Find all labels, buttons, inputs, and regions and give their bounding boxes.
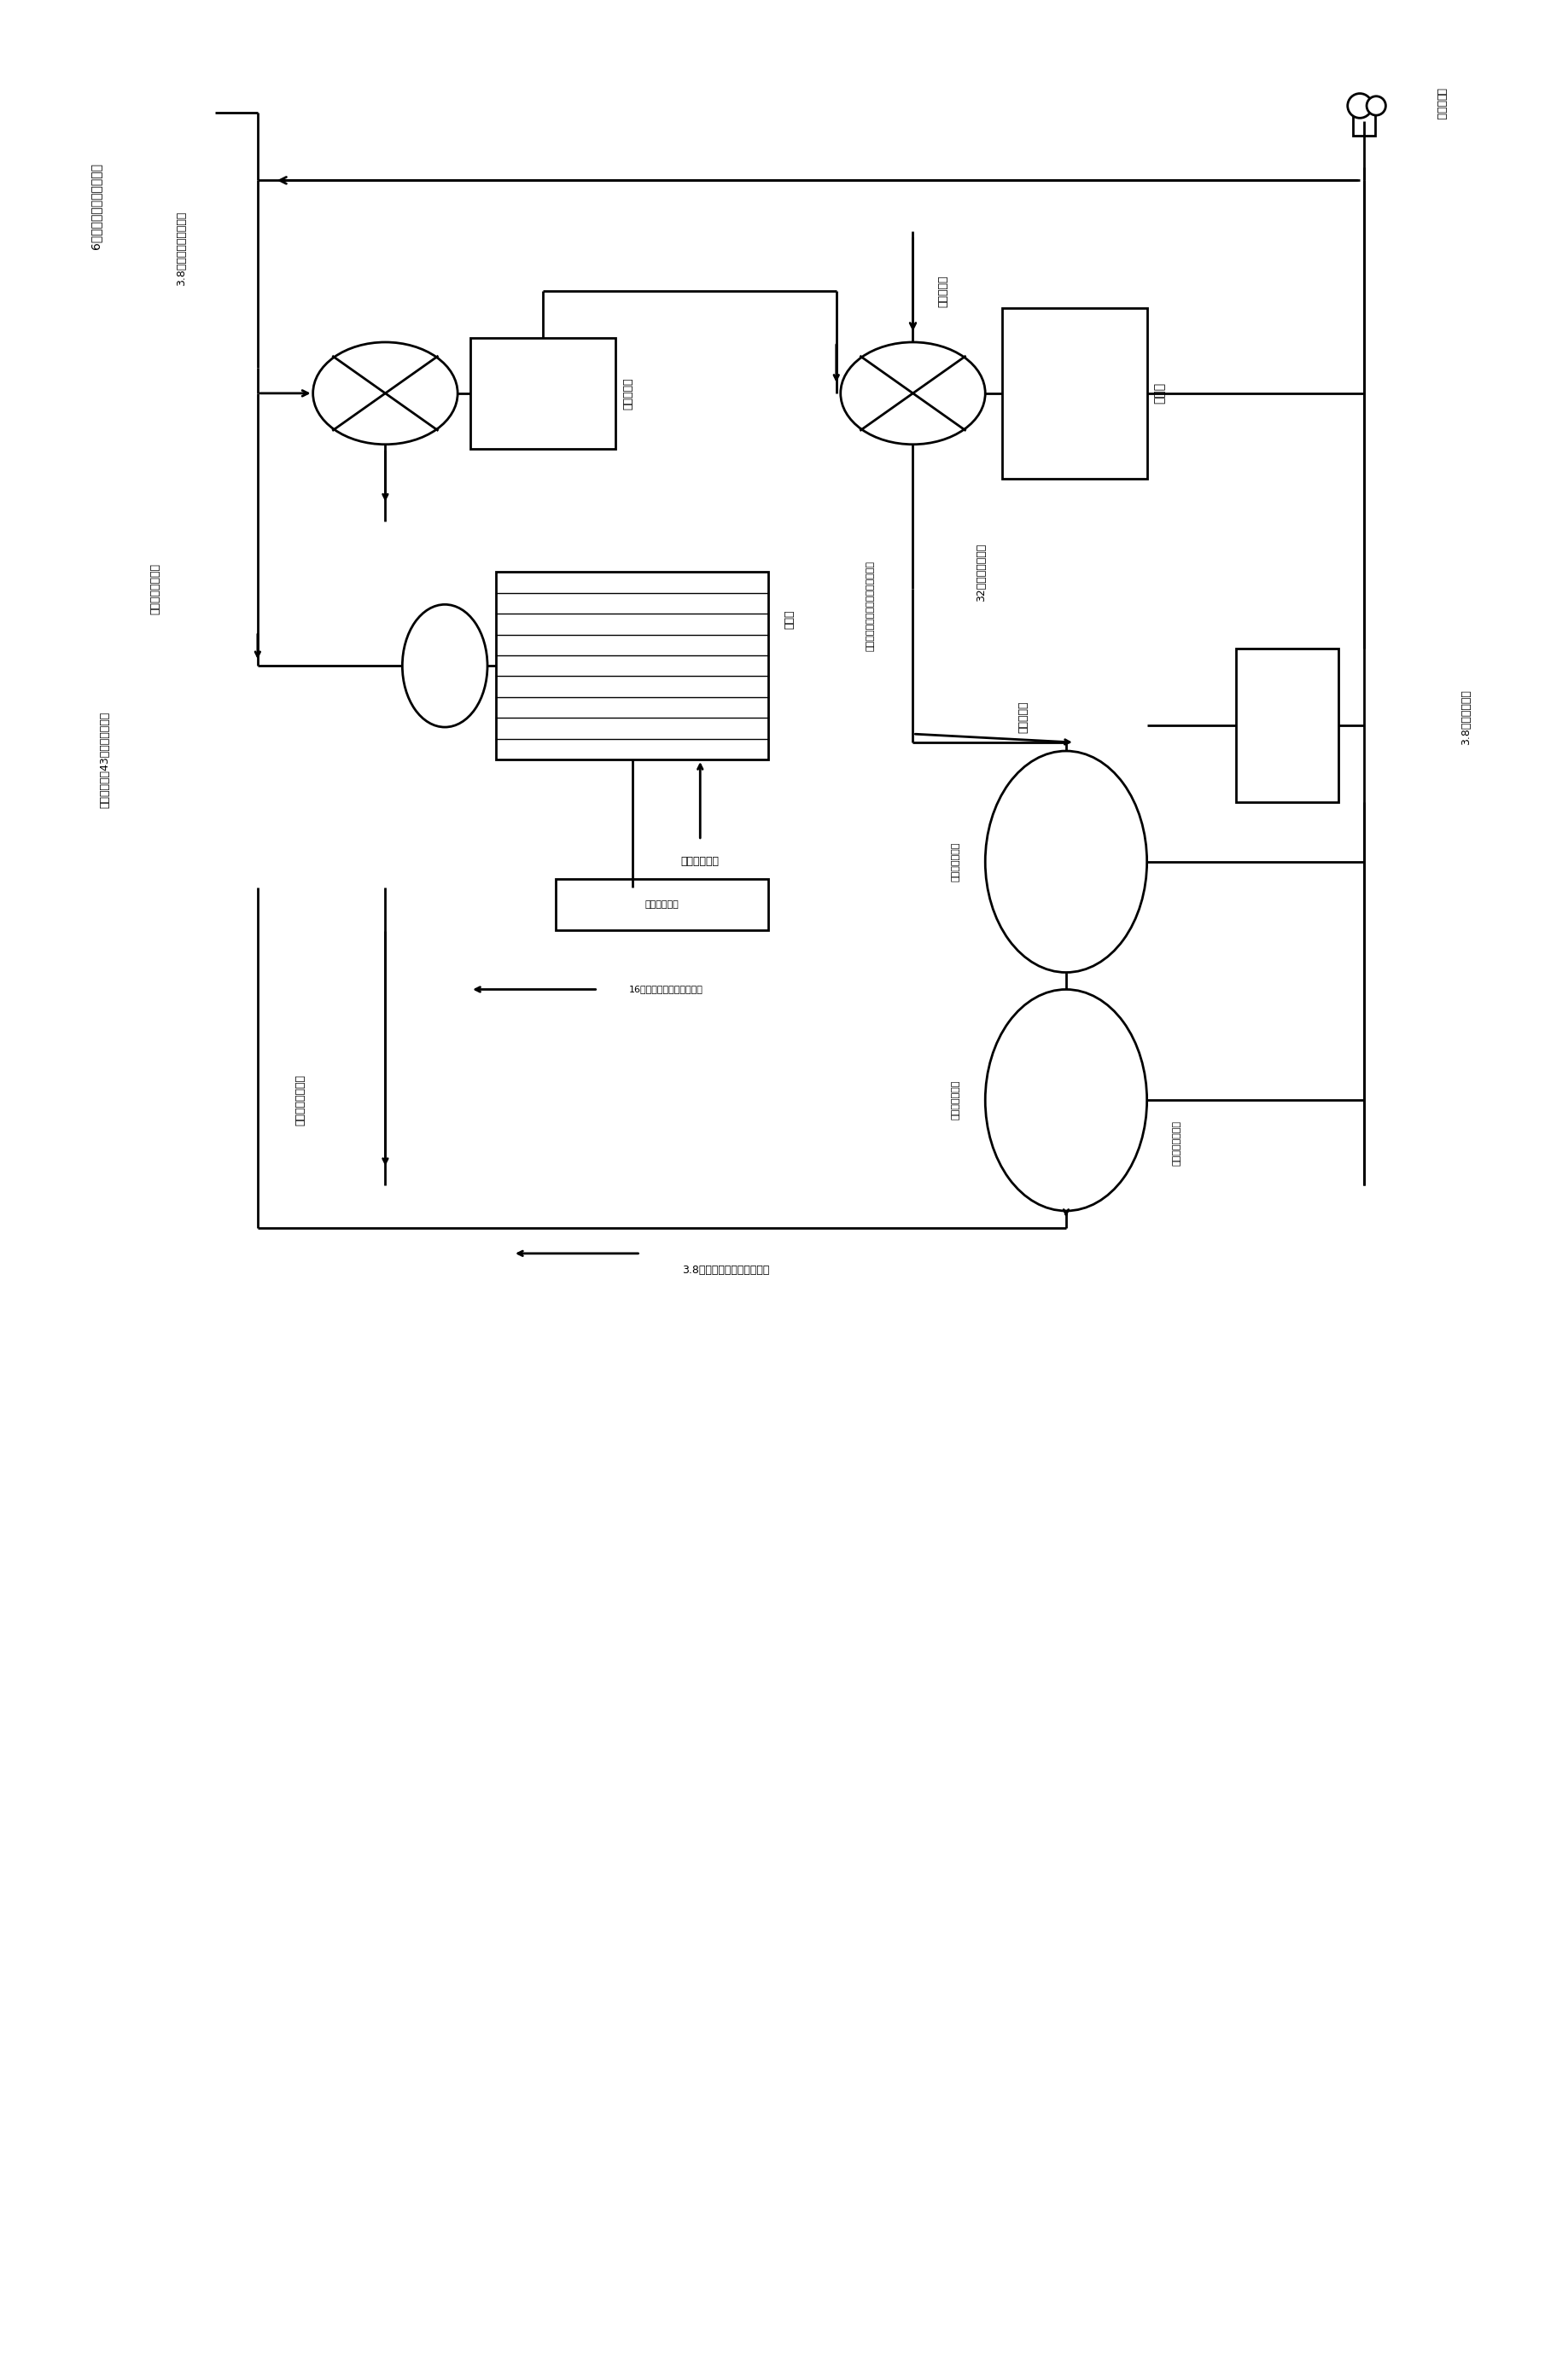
Text: 低温水冷器: 低温水冷器 xyxy=(623,378,633,409)
Text: 绕热蒸发器: 绕热蒸发器 xyxy=(1018,700,1029,733)
Text: 3.8度低温水冷器: 3.8度低温水冷器 xyxy=(1460,690,1471,745)
Bar xyxy=(1003,307,1146,478)
Text: 补加的空气: 补加的空气 xyxy=(938,276,949,307)
Text: 3.8度负压蒸汽去低温储存器: 3.8度负压蒸汽去低温储存器 xyxy=(681,1264,769,1276)
Bar xyxy=(1236,650,1338,802)
Ellipse shape xyxy=(986,752,1146,973)
Text: 6度的二氧化硫气去干燥塔: 6度的二氧化硫气去干燥塔 xyxy=(90,162,102,250)
Ellipse shape xyxy=(402,605,487,728)
Text: 3.8度的低温冷却水进入: 3.8度的低温冷却水进入 xyxy=(176,212,187,286)
Bar xyxy=(1353,105,1375,136)
Bar xyxy=(470,338,615,450)
Text: 补加定量的水槽段高通道段的蒸发量: 补加定量的水槽段高通道段的蒸发量 xyxy=(867,562,874,652)
Bar xyxy=(496,571,768,759)
Text: 综热蒸发冷却器: 综热蒸发冷却器 xyxy=(952,1081,959,1121)
Text: 冷却水自冷水水塔: 冷却水自冷水水塔 xyxy=(150,564,161,614)
Circle shape xyxy=(1347,93,1372,119)
Text: 水筛器: 水筛器 xyxy=(783,609,796,628)
Text: 32度左右的水进入: 32度左右的水进入 xyxy=(975,543,987,602)
Text: 自主风机来的43度的二氧化硫气: 自主风机来的43度的二氧化硫气 xyxy=(99,712,110,807)
Text: 脱吸塔: 脱吸塔 xyxy=(1154,383,1165,405)
Text: 多余的冷却水排出: 多余的冷却水排出 xyxy=(1173,1121,1180,1166)
Text: 空气去除装置: 空气去除装置 xyxy=(681,857,720,866)
Ellipse shape xyxy=(986,990,1146,1211)
Text: 综热蒸发冷却器: 综热蒸发冷却器 xyxy=(952,843,959,881)
Ellipse shape xyxy=(840,343,986,445)
Ellipse shape xyxy=(314,343,457,445)
Bar xyxy=(556,878,768,931)
Text: 16度负压蒸汽去低温储存器: 16度负压蒸汽去低温储存器 xyxy=(629,985,703,995)
Circle shape xyxy=(1367,95,1386,114)
Text: 冷却水自冷水水塔: 冷却水自冷水水塔 xyxy=(295,1073,306,1126)
Text: 空气去除装置: 空气去除装置 xyxy=(644,900,678,909)
Text: 冷水循环泵: 冷水循环泵 xyxy=(1435,88,1446,119)
